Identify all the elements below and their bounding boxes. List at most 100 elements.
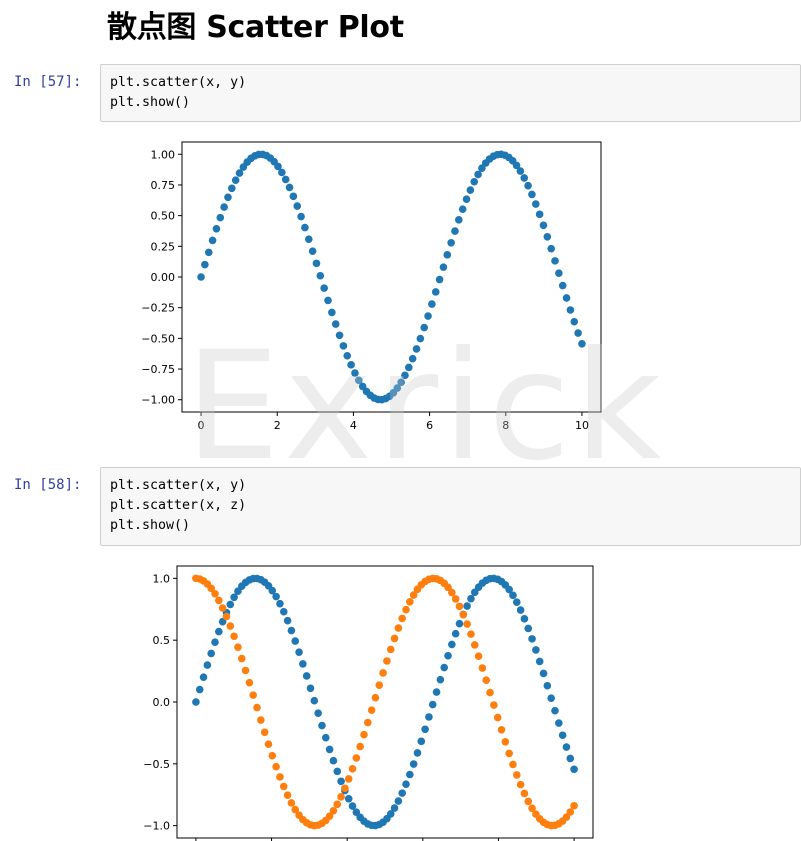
scatter-point [375, 820, 384, 829]
scatter-point [297, 212, 305, 221]
scatter-point [262, 151, 271, 160]
scatter-point [341, 786, 349, 795]
scatter-point [212, 224, 221, 233]
scatter-point [481, 159, 490, 167]
scatter-point [512, 161, 521, 170]
scatter-point [216, 213, 225, 222]
scatter-point [509, 760, 517, 769]
scatter-point [272, 592, 280, 601]
scatter-point [451, 595, 460, 603]
scatter-point [367, 821, 376, 830]
scatter-point [543, 681, 552, 690]
scatter-point [505, 585, 513, 594]
scatter-point [459, 610, 468, 619]
scatter-point [278, 168, 286, 177]
y-tick-label: 0.0 [153, 696, 171, 709]
scatter-point [226, 600, 235, 609]
scatter-point [455, 619, 464, 628]
scatter-point [448, 640, 456, 649]
scatter-point [224, 193, 232, 202]
scatter-point [386, 810, 395, 818]
scatter-point [228, 184, 236, 193]
scatter-point [443, 251, 452, 259]
scatter-point [436, 675, 445, 684]
scatter-point [398, 614, 406, 623]
scatter-point [558, 281, 567, 290]
plot-frame [176, 565, 594, 839]
scatter-point [362, 387, 371, 396]
series-1 [197, 150, 586, 404]
scatter-point [241, 578, 250, 587]
scatter-point [321, 733, 330, 742]
y-tick-label: −0.5 [143, 758, 170, 771]
scatter-point [375, 681, 384, 690]
scatter-point [208, 236, 217, 245]
scatter-point [241, 666, 250, 675]
y-tick-label: −0.75 [141, 363, 175, 376]
scatter-point [439, 263, 448, 271]
scatter-point [287, 626, 296, 635]
plot-frame [181, 141, 602, 413]
scatter-point [306, 821, 315, 829]
code-line[interactable]: plt.scatter(x, y) [110, 75, 247, 90]
scatter-point [578, 339, 586, 348]
scatter-point [195, 575, 204, 583]
scatter-point [531, 200, 540, 208]
scatter-point [239, 163, 248, 171]
scatter-point [299, 660, 307, 668]
code-line[interactable]: plt.show() [110, 518, 191, 533]
scatter-point [566, 808, 575, 816]
scatter-point [416, 334, 425, 343]
scatter-point [482, 676, 491, 685]
scatter-point [245, 678, 254, 687]
scatter-point [356, 813, 364, 822]
scatter-point [192, 574, 200, 583]
page-title: 散点图 Scatter Plot [107, 10, 404, 45]
scatter-point [535, 210, 544, 219]
scatter-point [306, 684, 315, 693]
code-line[interactable]: plt.show() [110, 95, 191, 110]
scatter-point [276, 773, 284, 781]
scatter-point [195, 685, 204, 694]
scatter-point [486, 688, 494, 697]
scatter-point [333, 767, 342, 776]
scatter-point [264, 581, 273, 590]
code-line[interactable]: plt.scatter(x, z) [110, 498, 247, 513]
scatter-point [440, 579, 449, 588]
scatter-point [249, 574, 258, 583]
scatter-point [243, 158, 252, 166]
scatter-point [555, 820, 563, 828]
scatter-point [356, 742, 364, 751]
scatter-point [367, 706, 376, 714]
scatter-point [371, 693, 380, 702]
scatter-point [218, 617, 227, 626]
cell-prompt-58: In [58]: [14, 477, 82, 493]
scatter-point [253, 703, 261, 712]
scatter-point [482, 576, 491, 585]
scatter-point [344, 794, 353, 803]
scatter-point [532, 810, 540, 818]
scatter-point [574, 329, 582, 337]
x-tick-label: 2 [274, 419, 281, 432]
scatter-point [497, 150, 505, 159]
scatter-point [321, 816, 330, 825]
code-cell-58[interactable]: plt.scatter(x, y) plt.scatter(x, z) plt.… [100, 467, 801, 546]
scatter-point [390, 804, 399, 812]
scatter-point [421, 725, 429, 734]
scatter-point [260, 578, 269, 586]
y-tick-label: −0.50 [141, 332, 175, 345]
code-line[interactable]: plt.scatter(x, y) [110, 478, 247, 493]
scatter-point [455, 216, 463, 224]
scatter-point [237, 654, 246, 663]
scatter-point [314, 821, 322, 829]
scatter-point [207, 584, 215, 593]
scatter-point [547, 821, 555, 830]
scatter-point [318, 721, 326, 730]
scatter-point [444, 651, 452, 660]
code-cell-57[interactable]: plt.scatter(x, y) plt.show() [100, 64, 801, 122]
scatter-point [281, 175, 290, 184]
scatter-point [490, 574, 498, 583]
y-tick-label: 0.75 [151, 179, 176, 192]
scatter-point [436, 576, 445, 585]
scatter-point [218, 604, 227, 612]
